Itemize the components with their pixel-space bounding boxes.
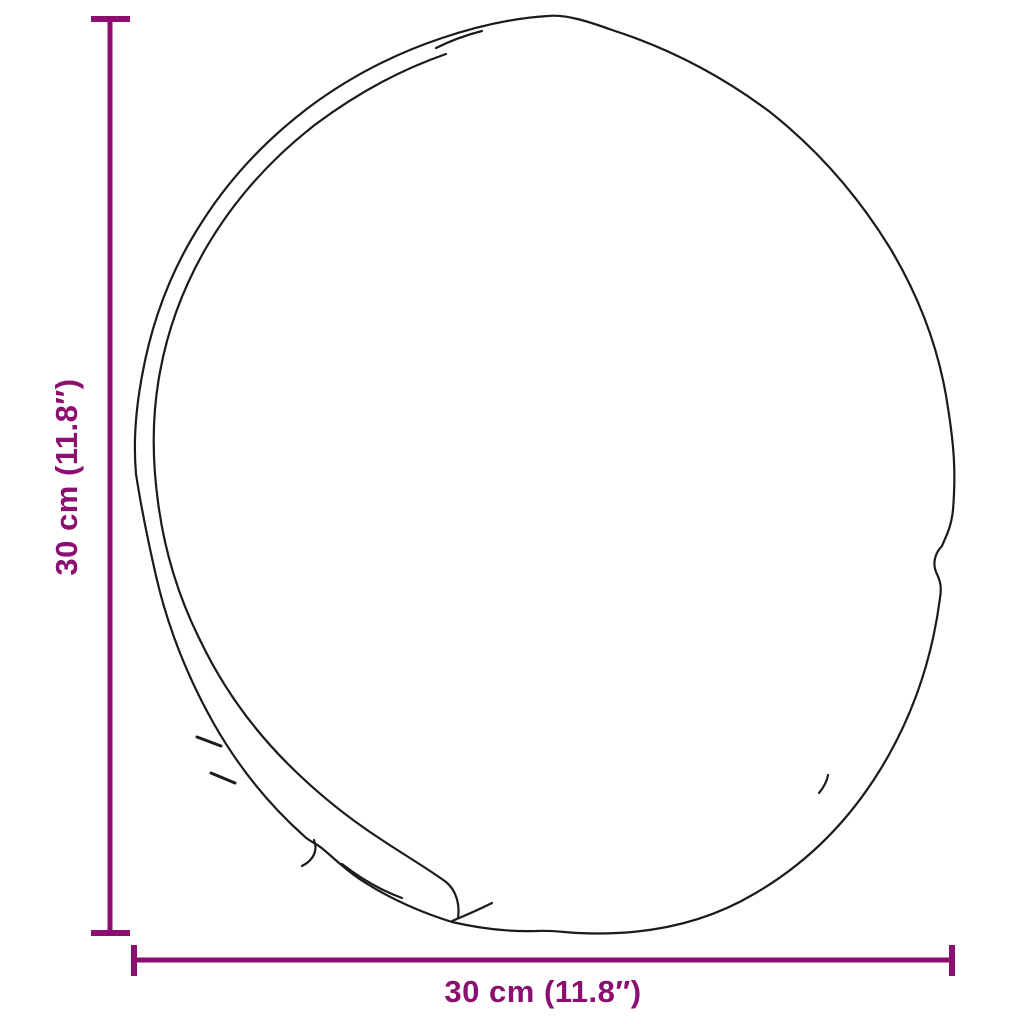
cushion-wrinkle (340, 862, 404, 900)
cushion-top-fold (434, 29, 484, 50)
cushion-seam-line (152, 52, 460, 920)
seam-tick-1 (195, 735, 223, 748)
cushion-branch-stroke (450, 901, 494, 923)
horizontal-dimension-line (131, 945, 955, 976)
vertical-dimension-line (91, 16, 130, 936)
vertical-dimension-label: 30 cm (11.8″) (49, 378, 84, 576)
cushion-outline (133, 14, 956, 935)
cushion-fold-hook (300, 838, 317, 868)
horizontal-dimension-label: 30 cm (11.8″) (444, 974, 642, 1009)
seam-tick-2 (209, 771, 237, 785)
cushion-main-contour (133, 14, 956, 935)
cushion-spur (817, 773, 830, 795)
